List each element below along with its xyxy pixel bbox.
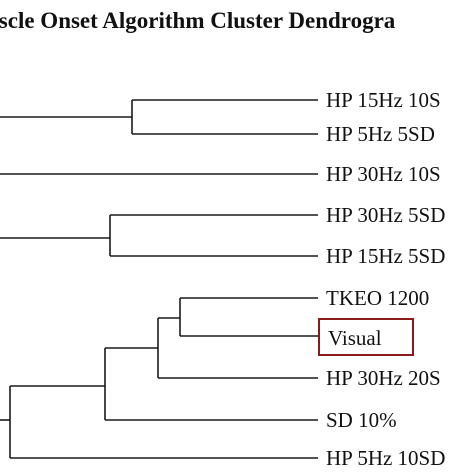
leaf-label: HP 30Hz 10S [326, 162, 441, 186]
chart-title: uscle Onset Algorithm Cluster Dendrogra [0, 8, 396, 33]
leaf-label: HP 15Hz 10S [326, 88, 441, 112]
leaf-label: TKEO 1200 [326, 286, 430, 310]
leaf-label: HP 30Hz 20S [326, 366, 441, 390]
leaf-label: SD 10% [326, 408, 397, 432]
leaf-label: HP 5Hz 10SD [326, 446, 446, 470]
leaf-label: HP 5Hz 5SD [326, 122, 435, 146]
leaf-label: HP 30Hz 5SD [326, 203, 446, 227]
visual-highlight-box [318, 318, 414, 356]
leaf-label: HP 15Hz 5SD [326, 244, 446, 268]
leaf-label: Visual [328, 326, 382, 350]
